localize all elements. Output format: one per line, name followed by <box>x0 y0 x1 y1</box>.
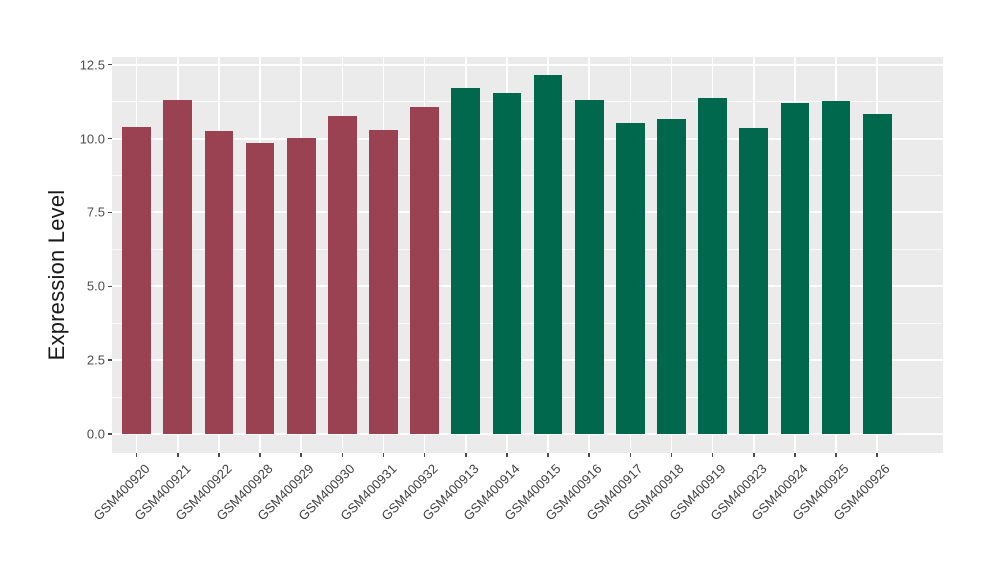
x-tick-mark <box>711 453 714 457</box>
y-tick-label: 0.0 <box>86 426 105 442</box>
gridline-horizontal-minor <box>112 322 943 324</box>
bar-GSM400918 <box>657 118 686 435</box>
x-tick-mark <box>177 453 179 457</box>
gridline-horizontal-major <box>112 137 943 140</box>
bar-GSM400920 <box>122 126 152 435</box>
x-tick-mark <box>588 453 590 457</box>
gridline-horizontal-minor <box>112 175 943 176</box>
x-tick-mark <box>670 453 673 457</box>
bar-GSM400913 <box>451 88 481 435</box>
y-tick-mark <box>108 137 112 140</box>
gridline-horizontal-minor <box>112 396 943 398</box>
gridline-horizontal-major <box>112 359 943 362</box>
bar-GSM400914 <box>492 92 522 435</box>
y-tick-label: 10.0 <box>79 131 105 147</box>
y-tick-mark <box>108 359 112 361</box>
bar-GSM400917 <box>615 122 645 435</box>
bar-GSM400922 <box>204 130 234 435</box>
y-tick-label: 12.5 <box>79 57 105 73</box>
x-tick-mark <box>382 453 385 457</box>
y-tick-label: 7.5 <box>86 204 105 220</box>
bar-GSM400923 <box>739 127 769 435</box>
y-tick-label: 5.0 <box>86 278 105 294</box>
x-tick-mark <box>300 453 302 457</box>
gridline-horizontal-major <box>112 211 943 214</box>
bar-GSM400930 <box>327 115 357 435</box>
x-tick-mark <box>629 453 632 457</box>
y-tick-mark <box>108 433 112 435</box>
plot-panel <box>112 57 943 453</box>
y-tick-mark <box>108 285 112 288</box>
gridline-horizontal-minor <box>112 248 943 250</box>
bar-GSM400931 <box>369 130 398 435</box>
bar-GSM400915 <box>533 75 563 435</box>
x-tick-mark <box>794 453 796 457</box>
x-tick-mark <box>876 453 878 457</box>
bar-GSM400919 <box>698 97 728 435</box>
bar-GSM400929 <box>286 137 316 435</box>
bar-GSM400924 <box>780 103 810 435</box>
x-tick-mark <box>341 453 344 457</box>
bar-GSM400921 <box>163 99 193 435</box>
y-tick-label: 2.5 <box>86 352 105 368</box>
x-tick-mark <box>465 453 467 457</box>
x-tick-mark <box>753 453 755 457</box>
bar-GSM400916 <box>574 99 604 435</box>
x-tick-mark <box>135 453 138 457</box>
x-tick-mark <box>835 453 837 457</box>
bar-GSM400925 <box>821 101 851 435</box>
bar-GSM400928 <box>245 142 275 435</box>
x-tick-mark <box>506 453 508 457</box>
bar-GSM400932 <box>410 106 440 435</box>
x-tick-mark <box>547 453 549 457</box>
bar-GSM400926 <box>862 114 892 435</box>
gridline-horizontal-minor <box>112 101 943 103</box>
x-tick-mark <box>423 453 426 457</box>
x-tick-mark <box>218 453 220 457</box>
y-tick-mark <box>108 211 112 214</box>
y-tick-mark <box>108 63 112 66</box>
gridline-horizontal-major <box>112 433 943 436</box>
x-tick-mark <box>259 453 261 457</box>
gridline-horizontal-major <box>112 285 943 288</box>
gridline-horizontal-major <box>112 63 943 66</box>
